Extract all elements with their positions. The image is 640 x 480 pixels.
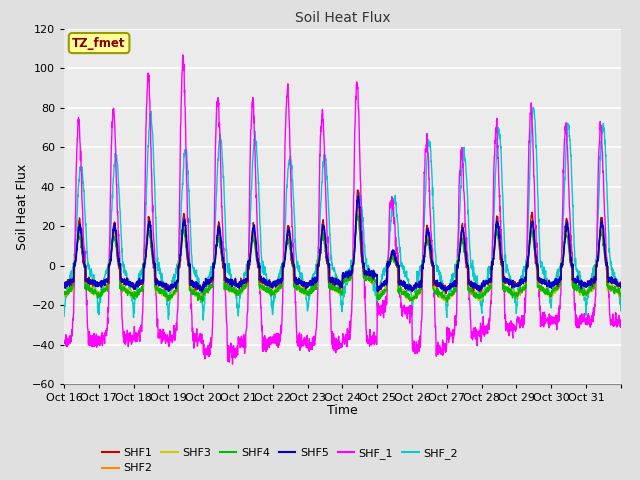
Legend: SHF1, SHF2, SHF3, SHF4, SHF5, SHF_1, SHF_2: SHF1, SHF2, SHF3, SHF4, SHF5, SHF_1, SHF… (97, 444, 462, 478)
X-axis label: Time: Time (327, 405, 358, 418)
Y-axis label: Soil Heat Flux: Soil Heat Flux (16, 163, 29, 250)
Text: TZ_fmet: TZ_fmet (72, 36, 126, 49)
Title: Soil Heat Flux: Soil Heat Flux (294, 11, 390, 25)
